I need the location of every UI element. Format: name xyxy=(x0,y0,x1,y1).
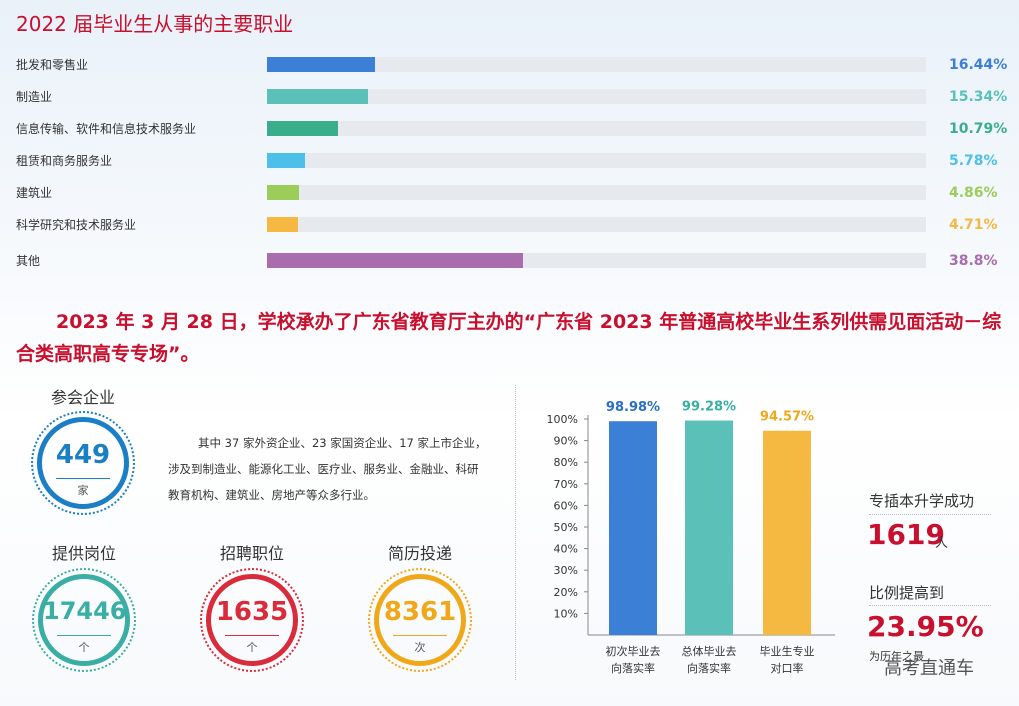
y-tick-label: 90% xyxy=(554,435,578,448)
rate-category-label: 向落实率 xyxy=(687,661,731,675)
section-title: 2022 届毕业生从事的主要职业 xyxy=(16,12,294,36)
positions-ring-outer xyxy=(32,568,136,672)
resumes-ring: 8361 次 xyxy=(374,574,466,666)
industry-bar xyxy=(267,57,376,72)
graduate-rate-bar-chart: 100% 90% 80% 70% 60% 50% 40% 30% 20% 10% 98.98% 初次毕… xyxy=(547,400,835,675)
jobs-ring-outer xyxy=(200,568,304,672)
jobs-divider xyxy=(225,635,279,636)
ratio-note: 为历年之最 xyxy=(869,650,924,663)
industry-label: 批发和零售业 xyxy=(16,58,89,72)
companies-value: 449 xyxy=(55,440,111,470)
y-tick-label: 80% xyxy=(554,456,578,469)
resumes-ring-outer xyxy=(368,568,472,672)
industry-bar xyxy=(267,89,369,104)
industry-row: 建筑业 4.86% xyxy=(16,184,1006,202)
upgrade-label: 专插本升学成功 xyxy=(869,492,975,510)
y-tick-label: 100% xyxy=(547,413,578,426)
industry-bar xyxy=(267,253,523,268)
vertical-divider xyxy=(515,385,516,680)
y-tick-label: 10% xyxy=(554,607,578,620)
industry-track xyxy=(267,217,926,232)
upgrade-value: 1619 xyxy=(867,518,945,551)
industry-percent: 38.8% xyxy=(949,253,998,269)
industry-label: 租赁和商务服务业 xyxy=(16,154,113,168)
industry-percent: 10.79% xyxy=(949,121,1008,137)
industry-track xyxy=(267,57,926,72)
industry-label: 信息传输、软件和信息技术服务业 xyxy=(16,122,197,136)
jobs-value: 1635 xyxy=(215,597,289,627)
resumes-divider xyxy=(393,635,447,636)
industry-bar xyxy=(267,121,339,136)
resumes-title: 简历投递 xyxy=(387,544,452,563)
jobs-unit: 个 xyxy=(246,641,258,654)
industry-row: 批发和零售业 16.44% xyxy=(16,56,1008,74)
ratio-label: 比例提高到 xyxy=(869,584,945,602)
y-tick-label: 50% xyxy=(554,521,578,534)
industry-track xyxy=(267,153,926,168)
positions-unit: 个 xyxy=(78,641,90,654)
rate-category-label: 总体毕业去 xyxy=(682,644,737,658)
upgrade-unit: 人 xyxy=(935,536,949,551)
companies-divider xyxy=(56,478,110,479)
industry-label: 建筑业 xyxy=(16,186,53,200)
rate-bar xyxy=(763,430,811,635)
industry-row: 制造业 15.34% xyxy=(16,88,1008,106)
industry-track xyxy=(267,185,926,200)
positions-value: 17446 xyxy=(43,597,127,625)
resumes-unit: 次 xyxy=(414,641,426,654)
industry-row: 科学研究和技术服务业 4.71% xyxy=(16,216,1006,234)
industry-percent: 15.34% xyxy=(949,89,1008,105)
industry-bar xyxy=(267,217,299,232)
rate-category-label: 毕业生专业 xyxy=(760,644,815,658)
rate-bar xyxy=(685,420,733,635)
industry-track xyxy=(267,253,926,268)
companies-ring: 449 家 xyxy=(37,417,129,509)
industry-row: 信息传输、软件和信息技术服务业 10.79% xyxy=(16,120,1008,138)
rate-bar xyxy=(609,421,657,635)
industry-percent: 16.44% xyxy=(949,57,1008,73)
industry-track xyxy=(267,89,926,104)
y-tick-label: 20% xyxy=(554,586,578,599)
industry-row: 租赁和商务服务业 5.78% xyxy=(16,152,1006,170)
companies-ring-outer xyxy=(31,411,135,515)
industry-bar xyxy=(267,153,306,168)
positions-ring: 17446 个 xyxy=(38,574,130,666)
rate-category-label: 初次毕业去 xyxy=(606,644,661,658)
industry-track xyxy=(267,121,926,136)
companies-title: 参会企业 xyxy=(50,388,115,407)
industry-percent: 5.78% xyxy=(949,153,998,169)
positions-divider xyxy=(57,635,111,636)
industry-label: 科学研究和技术服务业 xyxy=(16,218,137,232)
rate-bar-value: 98.98% xyxy=(606,400,660,415)
ratio-label-dots xyxy=(869,605,991,606)
jobs-ring: 1635 个 xyxy=(206,574,298,666)
companies-description: 其中 37 家外资企业、23 家国资企业、17 家上市企业，涉及到制造业、能源化… xyxy=(168,436,487,502)
jobs-title: 招聘职位 xyxy=(219,544,284,563)
watermark-text: 高考直通车 xyxy=(884,658,974,679)
industry-bar xyxy=(267,185,300,200)
job-fair-statement: 2023 年 3 月 28 日，学校承办了广东省教育厅主办的“广东省 2023 … xyxy=(16,311,1002,365)
ratio-value: 23.95% xyxy=(867,610,984,643)
industry-row: 其他 38.8% xyxy=(16,252,1006,270)
industry-percent: 4.71% xyxy=(949,217,998,233)
companies-unit: 家 xyxy=(77,484,89,497)
upgrade-label-dots xyxy=(869,514,991,515)
rate-bar-value: 94.57% xyxy=(760,410,814,425)
y-tick-label: 30% xyxy=(554,564,578,577)
industry-percent: 4.86% xyxy=(949,185,998,201)
y-tick-label: 40% xyxy=(554,543,578,556)
y-tick-label: 60% xyxy=(554,499,578,512)
rate-category-label: 向落实率 xyxy=(611,661,655,675)
positions-title: 提供岗位 xyxy=(51,544,116,563)
y-tick-label: 70% xyxy=(554,478,578,491)
rate-bar-value: 99.28% xyxy=(682,400,736,415)
industry-label: 制造业 xyxy=(16,90,53,104)
resumes-value: 8361 xyxy=(383,597,457,627)
rate-category-label: 对口率 xyxy=(771,661,804,675)
industry-label: 其他 xyxy=(16,254,41,268)
